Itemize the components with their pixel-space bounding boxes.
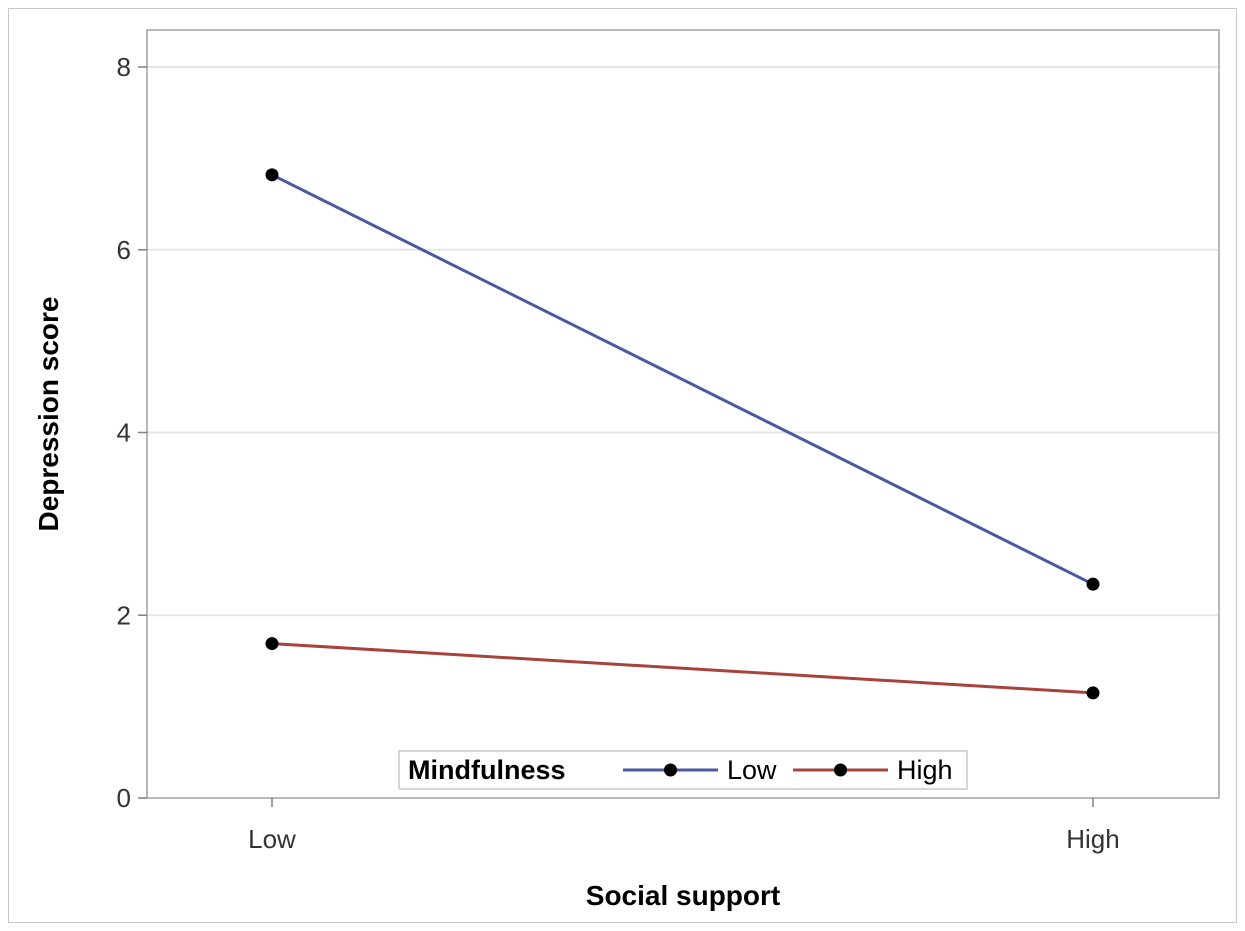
y-tick-label: 8 (117, 52, 131, 82)
series-low (265, 168, 1100, 591)
x-axis-ticks: Low High (248, 798, 1120, 854)
y-tick-label: 0 (117, 783, 131, 813)
grid-lines (147, 66, 1219, 617)
legend-entry-label: Low (727, 755, 777, 785)
legend: Mindfulness Low High (398, 750, 968, 790)
x-tick-label: Low (248, 824, 296, 854)
y-tick-label: 6 (117, 235, 131, 265)
legend-swatch-marker (834, 763, 847, 777)
series-line (271, 173, 1094, 586)
series-high (265, 637, 1100, 700)
data-point (265, 168, 279, 182)
legend-title: Mindfulness (408, 755, 566, 785)
y-tick-label: 2 (117, 600, 131, 630)
data-series (265, 168, 1100, 700)
series-line (271, 642, 1094, 695)
y-axis-ticks: 0 2 4 6 8 (117, 52, 147, 813)
y-axis-title: Depression score (33, 297, 64, 532)
x-tick-label: High (1066, 824, 1119, 854)
data-point (1086, 577, 1100, 591)
x-axis-title: Social support (586, 880, 780, 911)
plot-area-border (146, 29, 1220, 799)
y-tick-label: 4 (117, 418, 131, 448)
data-point (265, 637, 279, 651)
data-point (1086, 686, 1100, 700)
legend-entry-label: High (897, 755, 953, 785)
legend-swatch-marker (664, 763, 677, 777)
